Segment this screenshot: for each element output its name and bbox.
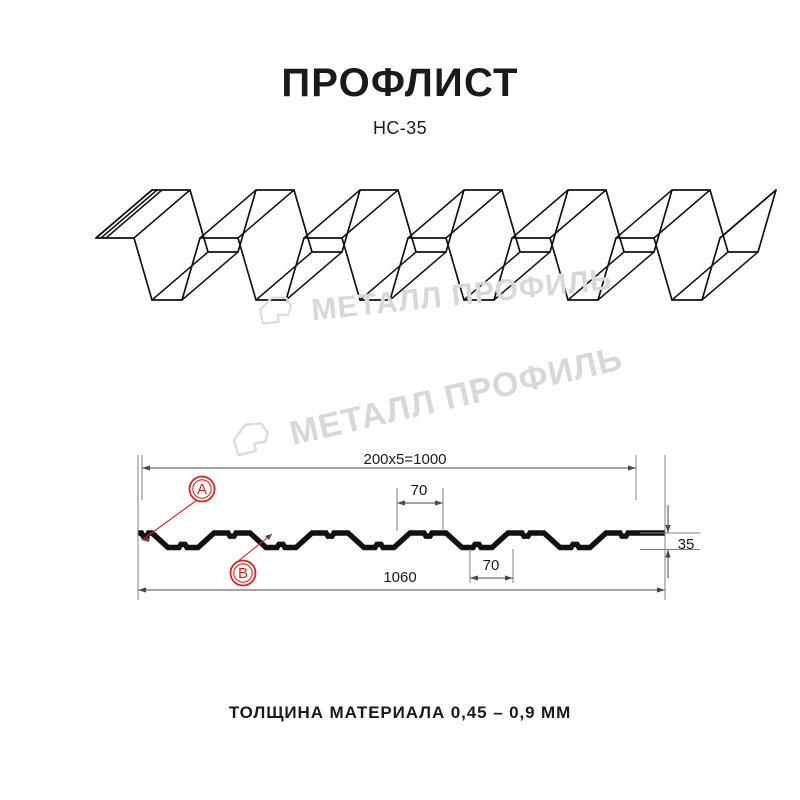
callout-b[interactable]: B xyxy=(229,533,273,587)
dim-crest-width-label: 70 xyxy=(411,482,428,499)
callout-b-label: B xyxy=(238,565,248,582)
page-title: ПРОФЛИСТ xyxy=(281,61,519,105)
dim-total-width-label: 1060 xyxy=(383,569,416,586)
material-thickness-text: ТОЛЩИНА МАТЕРИАЛА 0,45 – 0,9 ММ xyxy=(228,703,572,722)
dim-effective-width-label: 200x5=1000 xyxy=(364,451,447,468)
header: ПРОФЛИСТ НС-35 xyxy=(0,62,800,139)
callout-a-label: A xyxy=(197,481,207,498)
footer: ТОЛЩИНА МАТЕРИАЛА 0,45 – 0,9 ММ xyxy=(0,703,800,723)
callout-a[interactable]: A xyxy=(141,475,216,543)
dim-height-label: 35 xyxy=(678,536,695,553)
model-subtitle: НС-35 xyxy=(372,118,427,138)
dim-trough-width-label: 70 xyxy=(483,557,500,574)
